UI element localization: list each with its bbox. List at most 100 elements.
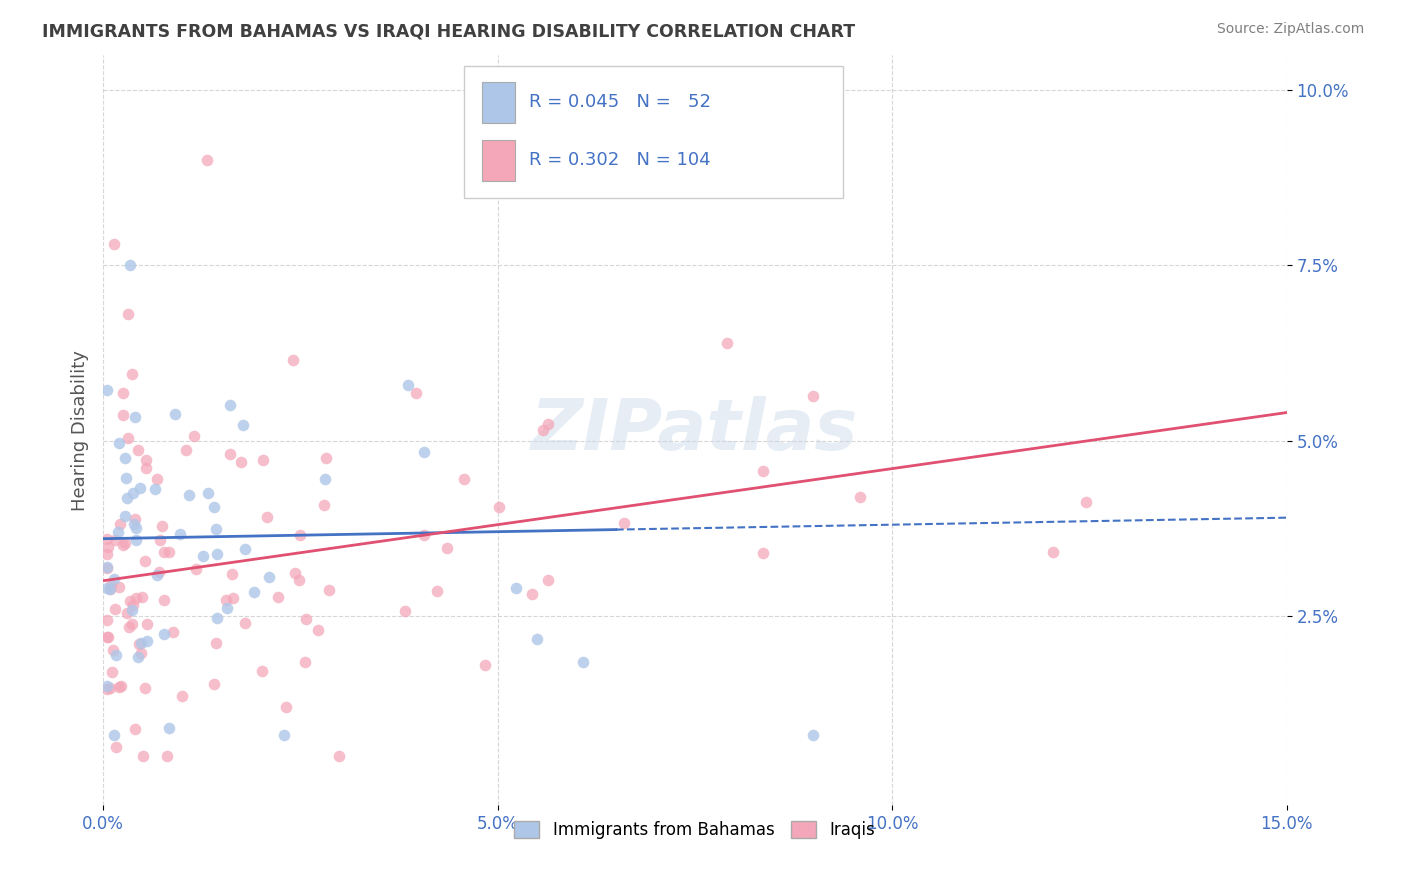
Point	[426, 584, 449, 599]
Point	[96, 630, 118, 644]
Point	[266, 590, 288, 604]
Point	[537, 573, 560, 587]
Point	[229, 454, 252, 468]
Point	[96, 560, 118, 574]
Point	[115, 491, 138, 505]
Point	[412, 528, 434, 542]
Point	[1074, 494, 1097, 508]
Point	[115, 606, 138, 620]
Point	[128, 481, 150, 495]
Point	[1042, 545, 1064, 559]
Point	[131, 748, 153, 763]
Point	[124, 409, 146, 424]
Point	[110, 679, 132, 693]
Point	[111, 385, 134, 400]
Point	[152, 593, 174, 607]
Point	[295, 612, 318, 626]
Point	[135, 633, 157, 648]
Point	[256, 510, 278, 524]
Point	[98, 582, 121, 596]
Point	[294, 655, 316, 669]
Point	[474, 658, 496, 673]
Point	[148, 565, 170, 579]
Point	[259, 570, 281, 584]
Point	[104, 533, 127, 547]
Point	[135, 452, 157, 467]
Point	[129, 636, 152, 650]
Point	[848, 491, 870, 505]
Point	[174, 442, 197, 457]
Point	[118, 619, 141, 633]
Point	[312, 498, 335, 512]
Point	[221, 567, 243, 582]
Point	[128, 637, 150, 651]
Point	[103, 728, 125, 742]
Point	[104, 648, 127, 662]
Point	[114, 471, 136, 485]
Point	[153, 626, 176, 640]
Point	[121, 617, 143, 632]
Point	[96, 561, 118, 575]
Point	[197, 153, 219, 168]
Point	[453, 472, 475, 486]
Point	[219, 447, 242, 461]
Point	[131, 590, 153, 604]
Point	[152, 545, 174, 559]
Point	[150, 518, 173, 533]
Point	[97, 540, 120, 554]
Point	[117, 431, 139, 445]
Point	[122, 486, 145, 500]
Point	[96, 547, 118, 561]
Point	[122, 517, 145, 532]
Point	[157, 721, 180, 735]
Point	[107, 524, 129, 539]
Point	[537, 417, 560, 431]
Point	[135, 461, 157, 475]
Point	[801, 728, 824, 742]
Point	[205, 547, 228, 561]
Point	[307, 623, 329, 637]
Point	[184, 562, 207, 576]
Point	[215, 592, 238, 607]
Point	[98, 681, 121, 695]
Point	[134, 681, 156, 695]
FancyBboxPatch shape	[464, 66, 842, 198]
Point	[205, 522, 228, 536]
Point	[505, 582, 527, 596]
Point	[145, 482, 167, 496]
Point	[215, 600, 238, 615]
Point	[281, 352, 304, 367]
Point	[117, 308, 139, 322]
Point	[134, 554, 156, 568]
Point	[121, 367, 143, 381]
Point	[318, 582, 340, 597]
Point	[96, 682, 118, 697]
Point	[801, 389, 824, 403]
Legend: Immigrants from Bahamas, Iraqis: Immigrants from Bahamas, Iraqis	[508, 814, 882, 846]
Point	[157, 545, 180, 559]
Point	[252, 453, 274, 467]
Point	[124, 512, 146, 526]
Point	[233, 542, 256, 557]
Point	[108, 517, 131, 532]
Point	[243, 584, 266, 599]
Point	[250, 665, 273, 679]
Point	[108, 681, 131, 695]
Point	[125, 533, 148, 547]
Point	[96, 532, 118, 546]
Point	[328, 748, 350, 763]
Point	[162, 625, 184, 640]
Point	[394, 604, 416, 618]
Text: Source: ZipAtlas.com: Source: ZipAtlas.com	[1216, 22, 1364, 37]
Point	[120, 594, 142, 608]
Point	[752, 464, 775, 478]
Point	[114, 451, 136, 466]
Point	[112, 538, 135, 552]
FancyBboxPatch shape	[482, 82, 515, 123]
Point	[103, 572, 125, 586]
Point	[105, 739, 128, 754]
Point	[288, 528, 311, 542]
Point	[112, 408, 135, 422]
Point	[169, 526, 191, 541]
Y-axis label: Hearing Disability: Hearing Disability	[72, 350, 89, 510]
